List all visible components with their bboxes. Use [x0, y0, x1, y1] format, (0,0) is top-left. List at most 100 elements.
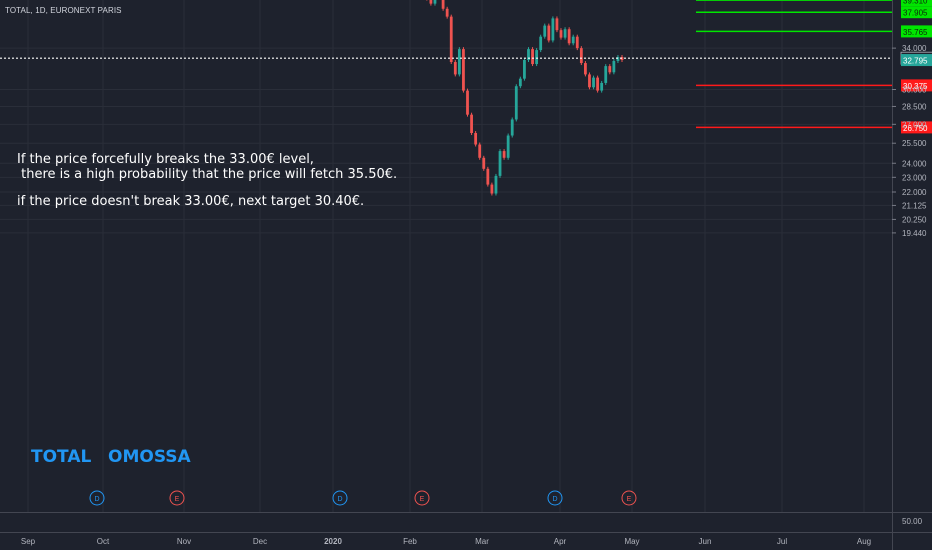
candle — [490, 182, 494, 196]
candle — [445, 6, 449, 19]
candle-body — [616, 56, 620, 62]
candle — [518, 76, 522, 89]
price-tick-label: 34.000 — [902, 44, 927, 53]
level-tag — [901, 79, 932, 92]
candle — [604, 64, 608, 85]
event-marker-circle — [414, 490, 430, 506]
volume-axis-label: 50.00 — [902, 517, 923, 526]
candle-body — [571, 36, 575, 44]
target-levels: 39.310 37.905 35.765 30.375 26.750 — [696, 0, 932, 134]
candle — [547, 23, 551, 43]
time-tick-label: Feb — [403, 537, 417, 546]
event-marker-circle — [621, 490, 637, 506]
candle — [466, 88, 469, 117]
candle-body — [478, 144, 482, 158]
candle — [429, 0, 433, 6]
candle-body — [445, 8, 449, 17]
candle — [567, 27, 571, 46]
candle — [441, 0, 445, 11]
current-price-tag — [901, 54, 932, 67]
candle-body — [539, 36, 543, 51]
candle-body — [567, 29, 571, 44]
level-tag — [901, 25, 932, 38]
price-tick-label: 23.000 — [902, 173, 927, 182]
candle — [457, 47, 461, 77]
candle-body — [523, 60, 526, 79]
price-tick-label: 28.500 — [902, 102, 927, 111]
event-marker-label: D — [337, 496, 342, 503]
candle — [453, 60, 457, 77]
candle — [563, 27, 567, 40]
candle-body — [584, 63, 587, 75]
analysis-note-line-3: if the price doesn't break 33.00€, next … — [17, 194, 365, 209]
candle — [482, 155, 486, 171]
candle-body — [482, 157, 486, 169]
candle — [506, 133, 510, 160]
candle — [514, 84, 518, 122]
candle-body — [547, 25, 551, 41]
brand-name: TOTAL — [31, 447, 92, 467]
candle-body — [555, 18, 559, 31]
candle-body — [518, 78, 522, 87]
level-value: 39.310 — [903, 0, 928, 6]
candle-body — [551, 18, 555, 41]
candle — [433, 0, 437, 6]
candle — [551, 16, 555, 43]
level-tag — [901, 121, 932, 134]
candle — [478, 142, 482, 160]
level-tag — [901, 6, 932, 19]
candle — [535, 48, 539, 67]
price-tick-label: 22.000 — [902, 188, 927, 197]
candle — [486, 166, 490, 187]
candle-body — [502, 151, 506, 158]
candle — [559, 28, 563, 40]
time-tick-label: May — [624, 537, 639, 546]
candle-body — [494, 175, 498, 194]
candle — [575, 34, 579, 51]
current-price-value: 32.795 — [903, 57, 928, 66]
candle-body — [457, 49, 461, 75]
dividend-marker: D — [332, 490, 348, 506]
candle-body — [575, 36, 579, 49]
level-tag — [901, 0, 932, 7]
price-tick-label: 21.125 — [902, 201, 927, 210]
candle — [531, 47, 534, 67]
analysis-note-line-2: there is a high probability that the pri… — [17, 167, 398, 182]
candle-body — [510, 119, 514, 136]
candle — [502, 149, 506, 160]
candle-body — [514, 86, 518, 120]
candle — [449, 14, 453, 65]
brand-author: OMOSSA — [108, 447, 191, 467]
time-tick-label: Oct — [97, 537, 110, 546]
price-tick-label: 20.250 — [902, 215, 927, 224]
candle-body — [600, 82, 604, 91]
price-tick-label: 25.500 — [902, 139, 927, 148]
candle-body — [604, 66, 608, 83]
event-marker-label: D — [552, 496, 557, 503]
price-axis-labels: 52.00048.00046.00044.00040.00034.00030.0… — [892, 44, 927, 238]
candle-body — [453, 62, 457, 75]
candle — [596, 75, 600, 93]
candle-body — [543, 25, 547, 37]
candle — [579, 46, 583, 66]
price-tick-label: 30.000 — [902, 85, 927, 94]
dividend-marker: D — [547, 490, 563, 506]
candle-body — [579, 48, 583, 64]
candle — [571, 34, 575, 46]
candles — [426, 0, 624, 196]
candle — [539, 34, 543, 53]
candle-body — [486, 168, 490, 185]
time-tick-label: Mar — [475, 537, 489, 546]
dividend-marker: D — [89, 490, 105, 506]
candle-body — [559, 30, 563, 38]
candle-body — [596, 77, 600, 91]
candle-body — [429, 0, 433, 4]
candle-body — [474, 133, 478, 145]
level-value: 26.750 — [903, 124, 928, 133]
candle-body — [433, 0, 437, 4]
candle — [523, 58, 526, 81]
event-marker-circle — [89, 490, 105, 506]
price-tick-label: 19.440 — [902, 229, 927, 238]
